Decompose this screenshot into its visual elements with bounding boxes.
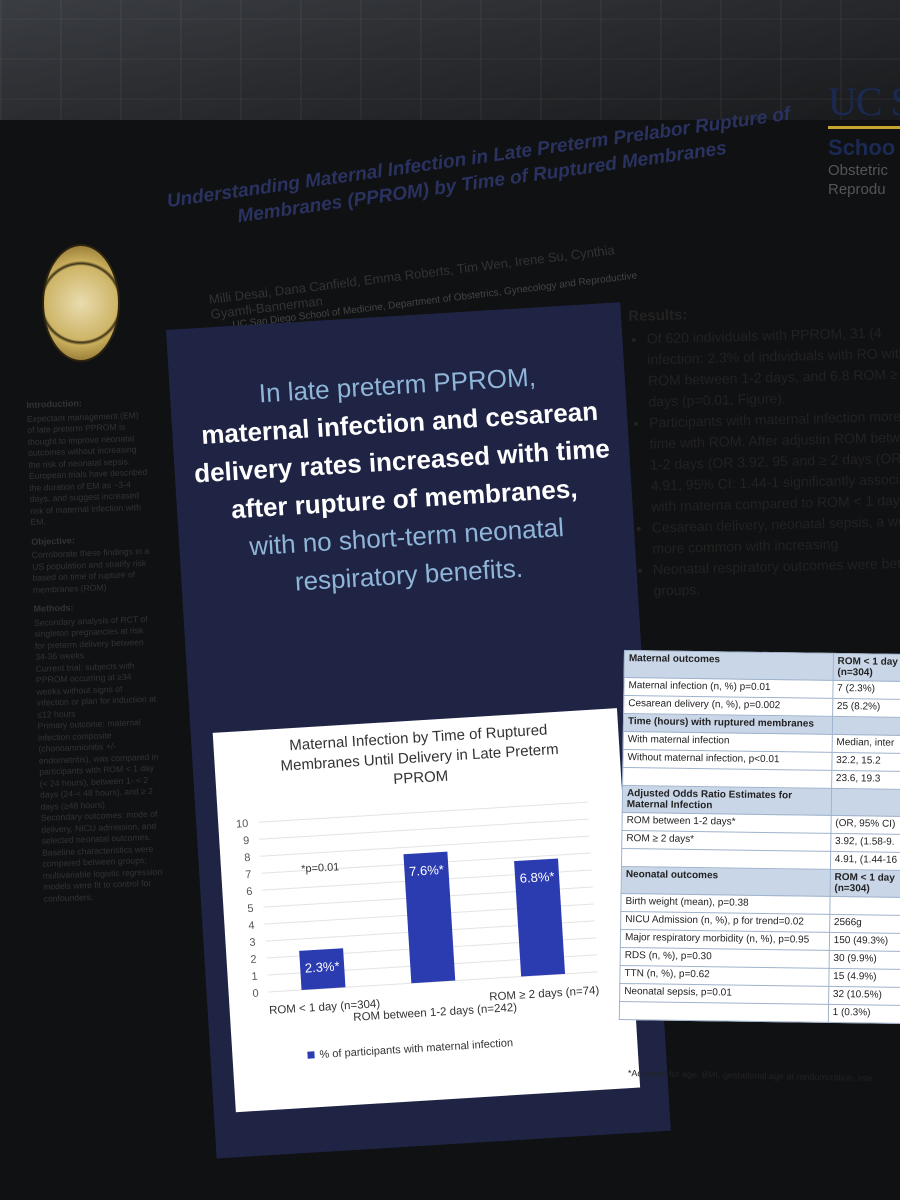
gridline [258,801,588,823]
bar-data-label: 7.6%* [409,862,445,879]
y-tick-label: 0 [252,988,259,1000]
y-tick-label: 2 [250,954,257,966]
bar [299,948,346,990]
section-column-header: ROM < 1 day (n=304) [829,869,900,898]
section-column-header [832,716,900,736]
methods-item: Current trial: subjects with PPROM occur… [35,659,157,720]
y-tick-label: 6 [246,886,253,898]
table-cell: 2566g [829,914,900,934]
y-tick-label: 8 [244,852,251,864]
table-section-header: Maternal outcomes ROM < 1 day (n=304) [624,650,900,682]
methods-item: Primary outcome: maternal infection comp… [37,717,159,812]
y-tick-label: 4 [248,920,255,932]
methods-item: Secondary outcomes: mode of delivery, NI… [40,808,158,846]
table-cell: 32 (10.5%) [828,986,900,1006]
y-tick-label: 1 [251,971,258,983]
logo-dept-2: Reprodu [828,181,886,198]
table-cell: 1 (0.3%) [828,1004,900,1024]
chart-panel: Maternal Infection by Time of Ruptured M… [212,708,641,1113]
section-heading: Neonatal outcomes [621,866,831,897]
ucsd-logo: UC S Schoo Obstetric Reprodu [828,80,900,199]
table-section-header: Neonatal outcomes ROM < 1 day (n=304) [621,866,900,898]
table-cell: 3.92, (1.58-9. [830,833,900,853]
y-tick-label: 7 [245,869,252,881]
logo-wordmark: UC S [828,79,900,124]
y-tick-label: 9 [243,835,250,847]
table-cell [619,1001,829,1023]
bar-data-label: 6.8%* [519,869,555,886]
table-cell: 7 (2.3%) [832,680,900,700]
y-tick-label: 5 [247,903,254,915]
bar [514,858,566,977]
results-table: Maternal outcomes ROM < 1 day (n=304) Mate… [618,650,900,1025]
results-bullet: Of 620 individuals with PPROM, 31 (4 inf… [647,321,900,412]
bar [403,851,456,984]
section-heading: Maternal outcomes [624,650,834,681]
table-cell [829,896,900,916]
results-bullet: Neonatal respiratory outcomes were betwe… [653,552,900,601]
x-category-label: ROM ≥ 2 days (n=74) [489,985,600,1004]
table-cell: 23.6, 19.3 [831,770,900,790]
table-cell: 30 (9.9%) [828,950,900,970]
key-finding-panel: In late preterm PPROM, maternal infectio… [166,302,671,1159]
objective-body: Corroborate these findings in a US popul… [31,545,150,595]
bar-data-label: 2.3%* [304,959,340,976]
table-row: 1 (0.3%) [619,1001,900,1024]
gridline [260,835,590,857]
legend-swatch [307,1051,315,1059]
results-bullet: Cesarean delivery, neonatal sepsis, a we… [652,510,900,559]
results-column: Results: Of 620 individuals with PPROM, … [628,298,900,602]
table-cell: Median, inter [831,734,900,754]
ceiling-grid [0,0,900,140]
table-cell: 32.2, 15.2 [831,752,900,772]
methods-item: Baseline characteristics were compared b… [41,843,163,904]
table-cell: 4.91, (1.44-16 [830,851,900,871]
logo-dept-1: Obstetric [828,162,889,179]
table-cell: 25 (8.2%) [832,698,900,718]
intro-body: Expectant management (EM) of late preter… [26,409,148,527]
table-cell: (OR, 95% CI) [830,815,900,835]
section-column-header [830,788,900,817]
y-tick-label: 3 [249,937,256,949]
section-column-header: ROM < 1 day (n=304) [832,653,900,682]
gridline [259,818,589,840]
legend-label: % of participants with maternal infectio… [319,1037,513,1061]
y-tick-label: 10 [236,818,249,831]
chart-annotation: *p=0.01 [301,861,340,875]
logo-rule [828,126,900,129]
methods-item: Secondary analysis of RCT of singleton p… [33,613,148,662]
university-seal-icon [42,244,120,362]
left-column: Introduction: Expectant management (EM) … [26,388,164,905]
key-finding: In late preterm PPROM, maternal infectio… [169,352,637,607]
table-section-header: Adjusted Odds Ratio Estimates for Matern… [622,785,900,817]
results-bullet: Participants with maternal infection mor… [649,405,900,517]
logo-school: Schoo [828,135,896,160]
section-heading: Adjusted Odds Ratio Estimates for Matern… [622,785,832,816]
table-cell: 15 (4.9%) [828,968,900,988]
table-cell: 150 (49.3%) [829,932,900,952]
